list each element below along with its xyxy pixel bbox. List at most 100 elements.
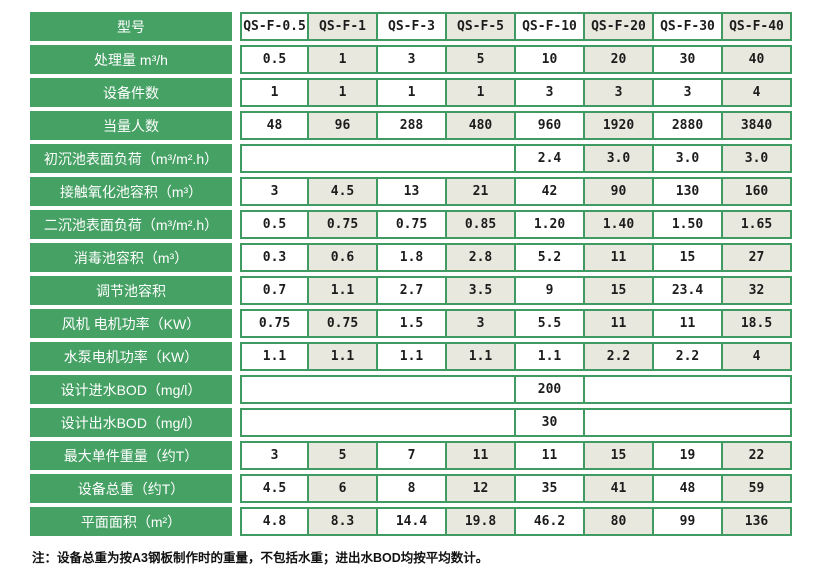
value-cell: 8.3 [309,507,378,536]
column-header: QS-F-1 [309,12,378,41]
table-row: 处理量 m³/h 0.5 1 3 5 10 20 30 40 [30,45,792,74]
column-gap [232,12,240,41]
value-cell: 3.0 [585,144,654,173]
value-cell: 99 [654,507,723,536]
value-cell: 27 [723,243,792,272]
value-cell: 1.1 [309,342,378,371]
table-row: 消毒池容积（m³） 0.3 0.6 1.8 2.8 5.2 11 15 27 [30,243,792,272]
value-cell: 7 [378,441,447,470]
value-cell: 3840 [723,111,792,140]
column-header: QS-F-3 [378,12,447,41]
value-cell: 3.5 [447,276,516,305]
value-cell: 1.1 [378,342,447,371]
column-gap [232,78,240,107]
column-gap [232,375,240,404]
empty-merged-cell [585,375,792,404]
value-cell: 19.8 [447,507,516,536]
value-cell: 6 [309,474,378,503]
value-cell: 4 [723,78,792,107]
value-cell: 8 [378,474,447,503]
value-cell: 9 [516,276,585,305]
value-cell: 3.0 [723,144,792,173]
row-label: 处理量 m³/h [30,45,232,74]
value-cell: 1.50 [654,210,723,239]
value-cell: 960 [516,111,585,140]
value-cell: 12 [447,474,516,503]
empty-merged-cell [240,375,516,404]
value-cell: 3.0 [654,144,723,173]
value-cell: 1920 [585,111,654,140]
value-cell: 1.1 [516,342,585,371]
row-label: 水泵电机功率（KW） [30,342,232,371]
column-gap [232,177,240,206]
column-gap [232,243,240,272]
value-cell: 32 [723,276,792,305]
value-cell: 13 [378,177,447,206]
row-label: 平面面积（m²） [30,507,232,536]
value-cell: 2.7 [378,276,447,305]
table-row: 初沉池表面负荷（m³/m².h） 2.4 3.0 3.0 3.0 [30,144,792,173]
value-cell: 1.1 [240,342,309,371]
column-gap [232,408,240,437]
value-cell: 1.5 [378,309,447,338]
column-gap [232,309,240,338]
value-cell: 35 [516,474,585,503]
value-cell: 41 [585,474,654,503]
empty-merged-cell [240,144,516,173]
value-cell: 0.75 [309,210,378,239]
value-cell: 15 [654,243,723,272]
value-cell: 3 [585,78,654,107]
value-cell: 1.40 [585,210,654,239]
value-cell: 3 [240,441,309,470]
value-cell: 1 [309,45,378,74]
value-cell: 20 [585,45,654,74]
column-gap [232,507,240,536]
row-label: 设计出水BOD（mg/l） [30,408,232,437]
value-cell: 0.5 [240,45,309,74]
value-cell: 3 [447,309,516,338]
value-cell: 4.8 [240,507,309,536]
value-cell: 136 [723,507,792,536]
table-row: 接触氧化池容积（m³） 3 4.5 13 21 42 90 130 160 [30,177,792,206]
value-cell: 40 [723,45,792,74]
value-cell: 23.4 [654,276,723,305]
value-cell: 1.1 [309,276,378,305]
column-header: QS-F-20 [585,12,654,41]
value-cell: 2.2 [654,342,723,371]
value-cell: 480 [447,111,516,140]
value-cell: 0.6 [309,243,378,272]
value-cell: 4.5 [309,177,378,206]
value-cell: 0.75 [378,210,447,239]
row-label: 设备件数 [30,78,232,107]
table-row: 设计出水BOD（mg/l） 30 [30,408,792,437]
value-cell: 2.2 [585,342,654,371]
value-cell: 18.5 [723,309,792,338]
value-cell: 96 [309,111,378,140]
table-row: 风机 电机功率（KW） 0.75 0.75 1.5 3 5.5 11 11 18… [30,309,792,338]
value-cell: 288 [378,111,447,140]
column-header: QS-F-30 [654,12,723,41]
column-header: QS-F-10 [516,12,585,41]
empty-merged-cell [240,408,516,437]
row-label: 设计进水BOD（mg/l） [30,375,232,404]
value-cell: 1 [309,78,378,107]
row-label: 消毒池容积（m³） [30,243,232,272]
value-cell: 30 [516,408,585,437]
value-cell: 11 [585,309,654,338]
table-row: 当量人数 48 96 288 480 960 1920 2880 3840 [30,111,792,140]
column-header: QS-F-5 [447,12,516,41]
column-gap [232,441,240,470]
value-cell: 80 [585,507,654,536]
row-label: 设备总重（约T） [30,474,232,503]
value-cell: 1.65 [723,210,792,239]
table-row: 设备件数 1 1 1 1 3 3 3 4 [30,78,792,107]
value-cell: 11 [447,441,516,470]
value-cell: 19 [654,441,723,470]
table-row: 最大单件重量（约T） 3 5 7 11 11 15 19 22 [30,441,792,470]
value-cell: 4.5 [240,474,309,503]
row-label-model: 型号 [30,12,232,41]
value-cell: 11 [585,243,654,272]
column-gap [232,342,240,371]
column-gap [232,276,240,305]
